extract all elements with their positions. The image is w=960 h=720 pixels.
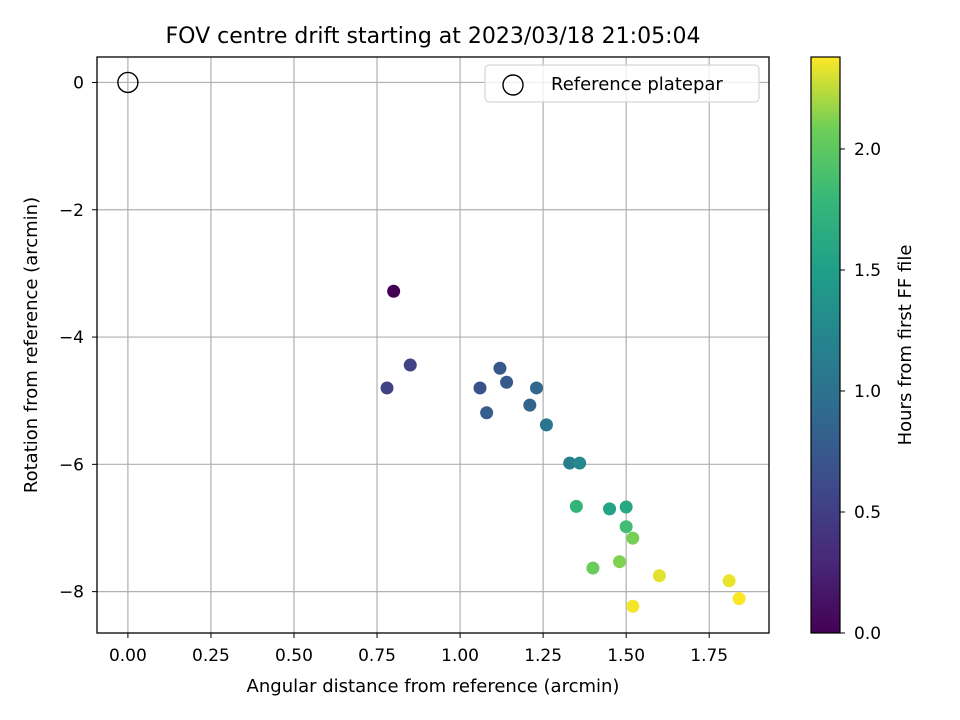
x-tick-label: 1.75 xyxy=(690,646,728,666)
colorbar-tick-label: 0.5 xyxy=(854,503,881,523)
y-tick-label: −2 xyxy=(59,201,84,221)
data-point xyxy=(493,361,507,375)
data-point xyxy=(626,531,640,545)
colorbar-label: Hours from first FF file xyxy=(895,245,916,446)
y-axis-label: Rotation from reference (arcmin) xyxy=(21,197,42,493)
data-point xyxy=(563,456,577,470)
data-point xyxy=(652,569,666,583)
x-tick-label: 1.00 xyxy=(441,646,479,666)
data-point xyxy=(500,375,514,389)
data-point xyxy=(473,381,487,395)
y-tick-label: −4 xyxy=(59,328,84,348)
data-point xyxy=(523,398,537,412)
y-axis-ticks: 0 −2 −4 −6 −8 xyxy=(59,73,97,603)
colorbar-tick-label: 0.0 xyxy=(854,624,881,644)
data-point xyxy=(539,418,553,432)
colorbar: 0.0 0.5 1.0 1.5 2.0 Hours from first FF file xyxy=(810,56,916,644)
data-point xyxy=(619,520,633,534)
legend-box xyxy=(484,64,760,103)
data-point xyxy=(722,574,736,588)
x-axis-ticks: 0.00 0.25 0.50 0.75 1.00 1.25 1.50 1.75 xyxy=(109,633,728,666)
grid-lines xyxy=(97,57,769,633)
data-point xyxy=(573,456,587,470)
data-point xyxy=(387,284,401,298)
data-point xyxy=(529,381,543,395)
y-tick-label: −8 xyxy=(59,583,84,603)
data-point xyxy=(403,358,417,372)
data-point xyxy=(569,499,583,513)
data-point xyxy=(586,561,600,575)
data-points xyxy=(117,71,746,613)
x-tick-label: 0.00 xyxy=(109,646,147,666)
legend-open-circle-marker xyxy=(502,74,524,96)
data-point xyxy=(626,599,640,613)
x-tick-label: 0.50 xyxy=(275,646,313,666)
x-tick-label: 1.25 xyxy=(524,646,562,666)
colorbar-tick-label: 1.5 xyxy=(854,261,881,281)
data-point xyxy=(480,406,494,420)
chart-title: FOV centre drift starting at 2023/03/18 … xyxy=(166,24,701,49)
plot-area-frame xyxy=(96,56,770,634)
data-point xyxy=(732,592,746,606)
x-tick-label: 0.25 xyxy=(192,646,230,666)
colorbar-tick-label: 1.0 xyxy=(854,382,881,402)
data-point xyxy=(619,500,633,514)
y-tick-label: −6 xyxy=(59,455,84,475)
x-axis-label: Angular distance from reference (arcmin) xyxy=(247,676,620,697)
data-point xyxy=(603,502,617,516)
data-point xyxy=(380,381,394,395)
legend-label-reference-platepar: Reference platepar xyxy=(551,74,723,95)
data-point xyxy=(613,555,627,569)
x-tick-label: 0.75 xyxy=(358,646,396,666)
colorbar-gradient xyxy=(810,56,841,634)
colorbar-tick-label: 2.0 xyxy=(854,140,881,160)
colorbar-ticks: 0.0 0.5 1.0 1.5 2.0 xyxy=(840,140,881,644)
legend: Reference platepar xyxy=(484,64,760,103)
y-tick-label: 0 xyxy=(73,73,84,93)
x-tick-label: 1.50 xyxy=(607,646,645,666)
reference-platepar-marker xyxy=(117,71,139,94)
